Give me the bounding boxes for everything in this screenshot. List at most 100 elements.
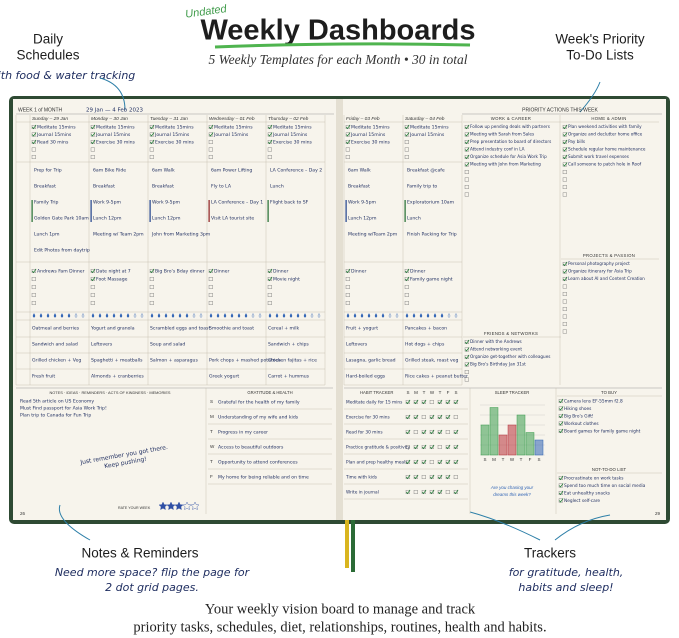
check-mark xyxy=(346,139,351,145)
schedule-entry: Finish Packing for Trip xyxy=(407,232,457,238)
callout-arrow xyxy=(469,511,541,541)
check-mark xyxy=(91,276,96,282)
checkbox xyxy=(345,154,350,159)
checkbox xyxy=(562,329,567,334)
checkbox xyxy=(429,460,434,465)
task: Journal 15mins xyxy=(409,132,445,138)
schedule-entry: Visit LA tourist site xyxy=(211,216,254,222)
check-mark xyxy=(454,399,459,405)
list-item: Eat unhealthy snacks xyxy=(564,491,611,497)
check-mark xyxy=(446,444,451,450)
checkbox xyxy=(558,421,563,426)
checkbox xyxy=(149,124,154,129)
checkbox xyxy=(562,132,567,137)
check-mark xyxy=(563,132,568,137)
check-mark xyxy=(559,483,564,488)
checkbox xyxy=(558,414,563,419)
day-header: Tuesday – 31 Jan xyxy=(150,116,188,122)
checkbox xyxy=(464,370,469,375)
schedule-entry: Lunch 12pm xyxy=(93,216,122,222)
check-mark xyxy=(559,421,564,426)
checkbox xyxy=(562,162,567,167)
schedule-entry: 6am Walk xyxy=(152,168,175,174)
water-drop xyxy=(157,313,161,318)
schedule-entry: Meeting w/Team 2pm xyxy=(348,232,398,238)
check-mark xyxy=(563,124,568,130)
rating-star xyxy=(190,501,200,510)
checkbox xyxy=(404,124,409,129)
gratitude-day: T xyxy=(210,459,213,464)
check-mark xyxy=(414,474,419,480)
gratitude-day: M xyxy=(210,414,214,419)
schedule-bar xyxy=(90,200,92,222)
priority-item: Prep presentation to board of directors xyxy=(470,139,551,144)
checkbox xyxy=(453,460,458,465)
gratitude-text: Access to beautiful outdoors xyxy=(218,445,284,451)
checkbox xyxy=(445,430,450,435)
checkbox xyxy=(445,475,450,480)
checkbox xyxy=(413,475,418,480)
task: Journal 15mins xyxy=(350,132,386,138)
meal: Spaghetti + meatballs xyxy=(91,358,143,364)
meal: Chicken fajitas + rice xyxy=(268,358,317,364)
water-drop xyxy=(81,313,85,318)
water-drop xyxy=(223,313,227,318)
check-mark xyxy=(405,268,410,274)
check-mark xyxy=(414,399,419,405)
check-mark xyxy=(32,124,37,130)
check-mark xyxy=(209,268,214,274)
water-drop xyxy=(282,313,286,318)
check-mark xyxy=(268,268,273,274)
week-dates: 29 Jan — 4 Feb 2023 xyxy=(86,108,143,114)
checkbox xyxy=(90,139,95,144)
water-drop xyxy=(98,313,102,318)
checkbox xyxy=(405,400,410,405)
subtitle: 5 Weekly Templates for each Month • 30 i… xyxy=(208,52,467,67)
list-item: Procrastinate on work tasks xyxy=(564,476,624,482)
check-mark xyxy=(563,261,568,267)
meal: Lasagna, garlic bread xyxy=(346,358,396,364)
rating-star xyxy=(166,501,176,510)
evening-task: Big Bro's Bday dinner xyxy=(155,269,205,275)
water-drop xyxy=(374,313,378,318)
evening-task: Dinner xyxy=(214,269,229,275)
water-drop xyxy=(317,313,321,318)
checkbox xyxy=(345,277,350,282)
check-mark xyxy=(268,139,273,145)
meal: Pancakes + bacon xyxy=(405,326,447,332)
checkbox xyxy=(562,124,567,129)
callout-note: with food & water tracking xyxy=(0,69,135,82)
habit: Exercise for 30 mins xyxy=(346,415,390,421)
priority-item: Organize itinerary for Asia Trip xyxy=(568,269,632,274)
check-mark xyxy=(559,428,564,434)
checkbox xyxy=(345,269,350,274)
water-drop xyxy=(46,313,50,318)
checkbox xyxy=(404,285,409,290)
water-drop xyxy=(150,313,154,318)
gratitude-text: My home for being reliable and on time xyxy=(218,475,309,481)
sleep-day: S xyxy=(537,457,540,462)
water-drop xyxy=(192,313,196,318)
water-drop xyxy=(433,313,437,318)
schedule-entry: Lunch xyxy=(407,216,421,222)
check-mark xyxy=(414,459,419,465)
checkbox xyxy=(267,285,272,290)
checkbox xyxy=(208,301,213,306)
checkbox xyxy=(90,132,95,137)
sleep-day: T xyxy=(520,457,523,462)
check-mark xyxy=(430,429,435,435)
checkbox xyxy=(562,147,567,152)
section-title: WORK & CAREER xyxy=(491,116,531,121)
checkbox xyxy=(345,147,350,152)
check-mark xyxy=(414,444,419,450)
checkbox xyxy=(562,177,567,182)
checkbox xyxy=(413,430,418,435)
meal: Soup and salad xyxy=(150,342,185,348)
checkbox xyxy=(429,400,434,405)
checkbox xyxy=(149,132,154,137)
gratitude-text: Grateful for the health of my family xyxy=(218,400,300,406)
checkbox xyxy=(208,132,213,137)
task: Meditate 15mins xyxy=(410,125,449,131)
checkbox xyxy=(437,400,442,405)
sleep-day: S xyxy=(483,457,486,462)
